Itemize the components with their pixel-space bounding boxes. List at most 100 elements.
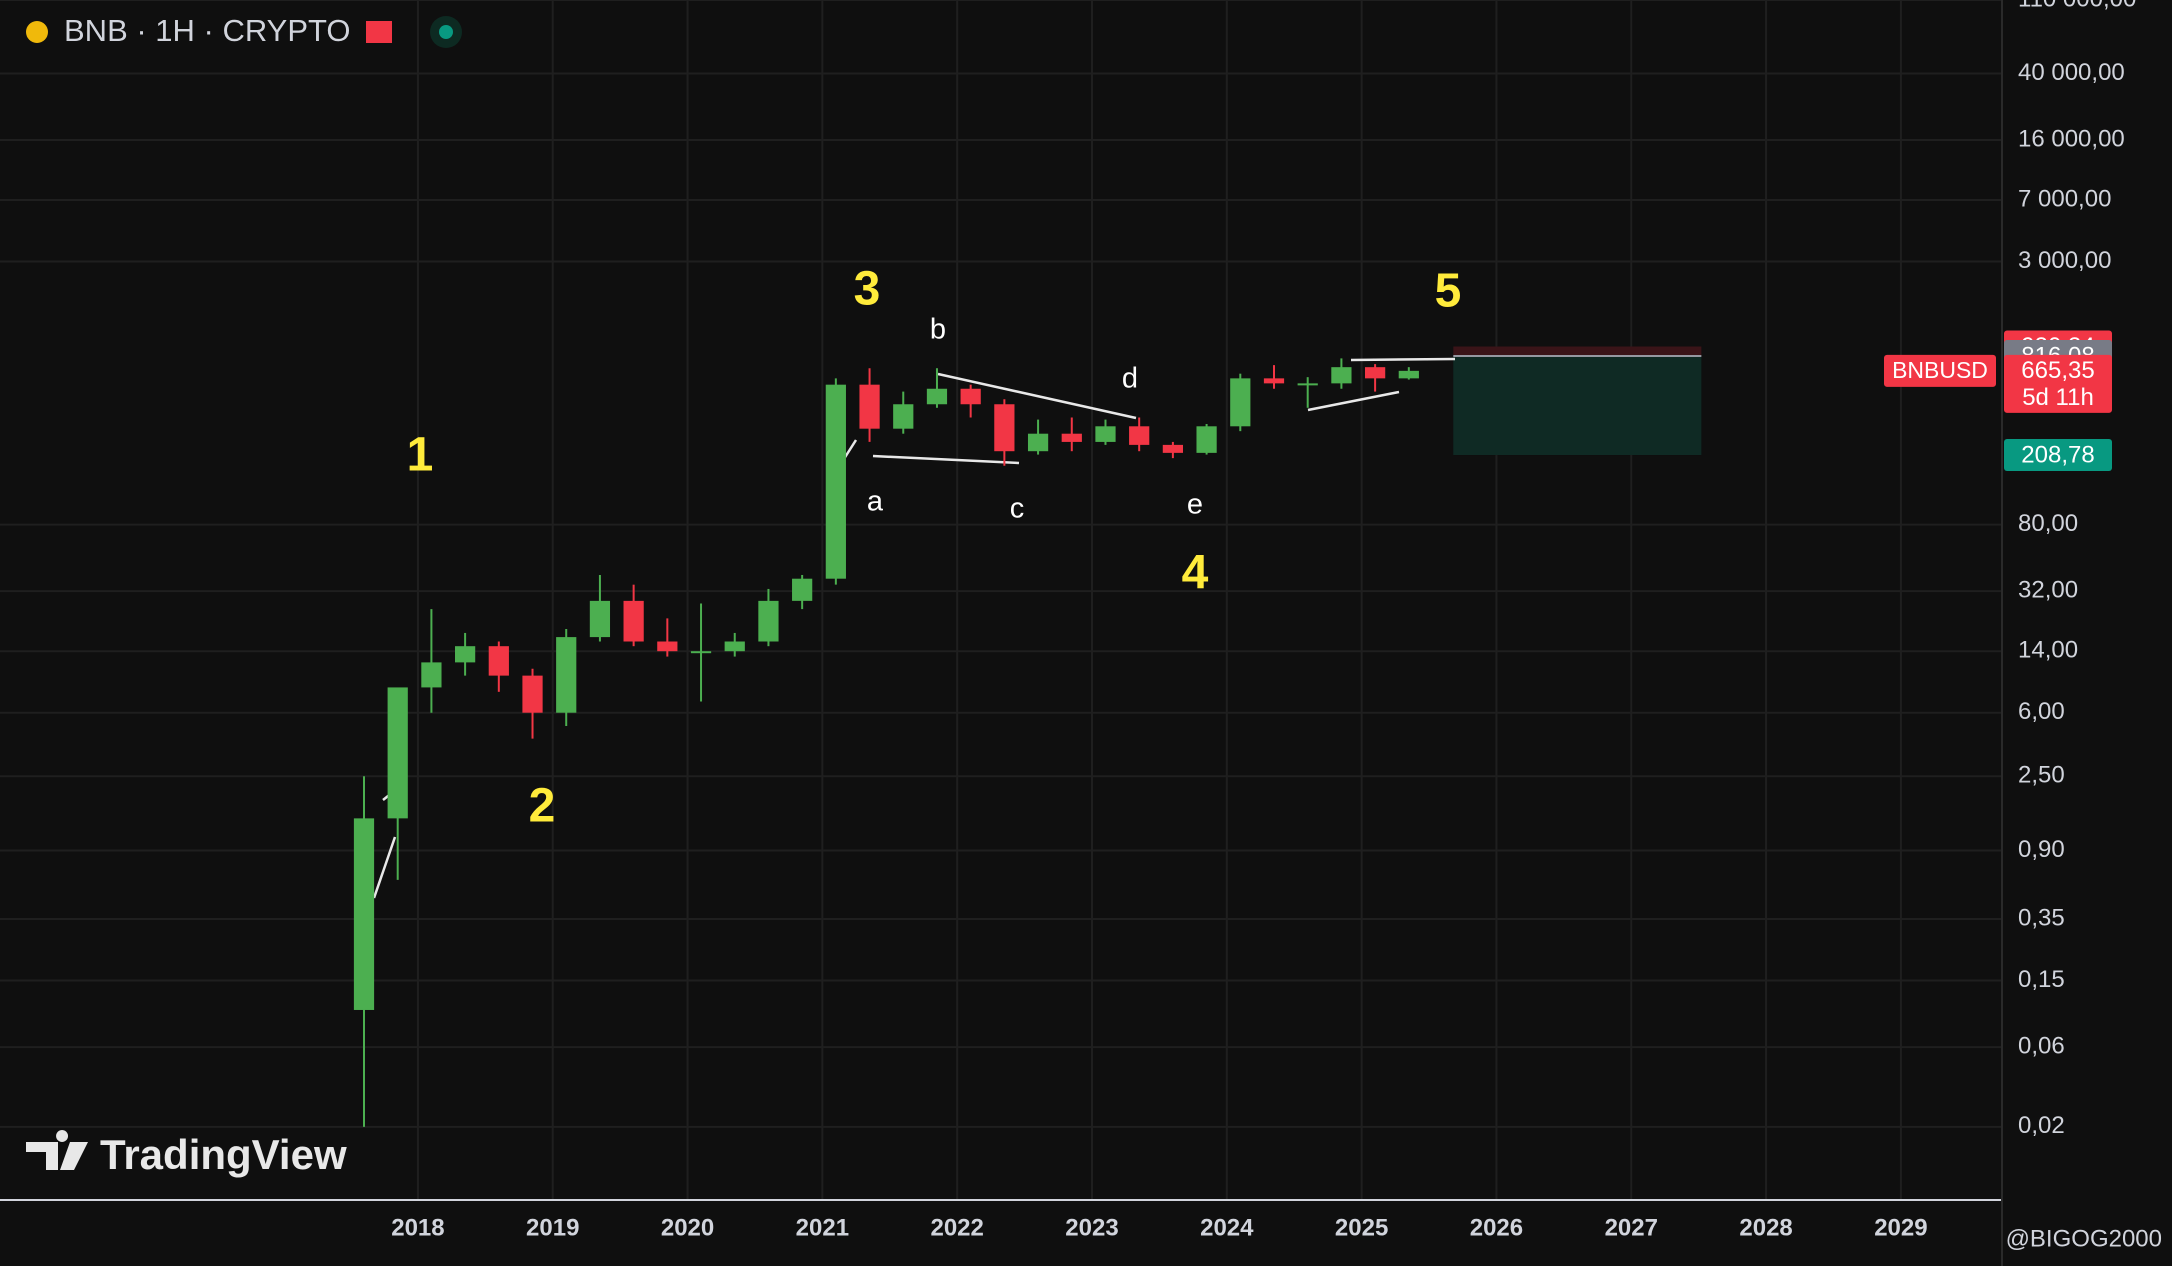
- price-label: 208,78: [2021, 441, 2094, 468]
- trendline: [1307, 390, 1400, 412]
- candle-body: [1027, 433, 1049, 452]
- y-tick-label: 14,00: [2018, 637, 2078, 664]
- candle-body: [623, 600, 644, 642]
- candle-body: [1331, 367, 1352, 384]
- x-tick-label: 2027: [1605, 1214, 1658, 1241]
- y-tick-label: 40 000,00: [2018, 59, 2125, 86]
- x-tick-label: 2021: [796, 1214, 849, 1241]
- candle-body: [960, 388, 981, 405]
- symbol-box: [1884, 354, 1996, 387]
- candle-body: [859, 384, 880, 429]
- candle-body: [926, 388, 948, 405]
- x-tick-label: 2029: [1874, 1214, 1927, 1241]
- candles: [353, 358, 1419, 1127]
- y-tick-label: 0,06: [2018, 1032, 2065, 1059]
- position-tool: [1453, 346, 1702, 456]
- x-tick-label: 2022: [930, 1214, 983, 1241]
- status-dot: [439, 25, 453, 39]
- y-tick-label: 2,50: [2018, 762, 2065, 789]
- candle-body: [589, 600, 611, 638]
- price-label-box: [2004, 354, 2112, 413]
- watermark-group: TradingView: [26, 1130, 347, 1178]
- candle-body: [1196, 426, 1217, 453]
- y-tick-label: 32,00: [2018, 577, 2078, 604]
- wave-label: 3: [854, 263, 881, 316]
- candle-body: [657, 641, 678, 652]
- candle-body: [792, 578, 813, 601]
- flag-icon[interactable]: [366, 21, 392, 43]
- subwave-label: d: [1122, 363, 1138, 395]
- annotations: 1 2 3 4 5 a b c d e: [407, 263, 1462, 833]
- candle-body: [994, 404, 1015, 452]
- y-tick-label: 110 000,00: [2018, 0, 2136, 12]
- x-tick-label: 2019: [526, 1214, 579, 1241]
- subwave-label: c: [1010, 493, 1025, 525]
- stop-zone: [1453, 346, 1702, 357]
- target-zone: [1453, 356, 1702, 456]
- candle-body: [724, 641, 745, 652]
- candle-body: [1095, 426, 1116, 442]
- wave-label: 2: [529, 780, 556, 833]
- candle-body: [421, 662, 442, 688]
- logo: [26, 1130, 88, 1170]
- grid: 110 000,00 40 000,00 16 000,00 7 000,00 3 00…: [0, 0, 2136, 1241]
- price-label-box: [2004, 439, 2112, 472]
- subwave-label: e: [1187, 489, 1203, 521]
- wave-label: 5: [1435, 265, 1462, 318]
- candle-body: [825, 384, 846, 579]
- header: BNB · 1H · CRYPTO: [26, 13, 462, 48]
- candle-body: [1398, 370, 1419, 379]
- y-tick-label: 6,00: [2018, 698, 2065, 725]
- trendline: [937, 372, 1137, 420]
- candle-body: [1365, 367, 1386, 379]
- trendline: [872, 454, 1020, 465]
- x-tick-label: 2026: [1470, 1214, 1523, 1241]
- candle-body: [387, 687, 408, 819]
- trendline: [1350, 357, 1456, 362]
- candle-body: [1061, 433, 1082, 442]
- trendline: [372, 836, 397, 899]
- candle-body: [522, 675, 543, 713]
- x-tick-label: 2020: [661, 1214, 714, 1241]
- price-label: 665,35: [2021, 357, 2094, 384]
- candle-body: [1129, 426, 1150, 445]
- wave-label: 4: [1182, 547, 1209, 600]
- coin-icon: [26, 21, 48, 43]
- symbol-title: BNB · 1H · CRYPTO: [64, 13, 351, 48]
- candle-body: [690, 651, 712, 654]
- x-tick-label: 2025: [1335, 1214, 1388, 1241]
- y-tick-label: 80,00: [2018, 510, 2078, 537]
- y-tick-label: 3 000,00: [2018, 247, 2111, 274]
- subwave-label: b: [930, 314, 946, 346]
- author: @BIGOG2000: [2006, 1225, 2162, 1252]
- candle-body: [893, 404, 914, 429]
- y-tick-label: 0,90: [2018, 836, 2065, 863]
- x-tick-label: 2028: [1739, 1214, 1792, 1241]
- wave-label: 1: [407, 429, 434, 482]
- candle-body: [353, 818, 375, 1010]
- candle-body: [455, 646, 476, 663]
- candle-body: [1162, 444, 1183, 453]
- y-tick-label: 0,35: [2018, 904, 2065, 931]
- y-tick-label: 16 000,00: [2018, 125, 2125, 152]
- candle-body: [488, 646, 509, 676]
- candle-body: [1230, 378, 1251, 427]
- y-tick-label: 0,02: [2018, 1112, 2065, 1139]
- candle-body: [758, 600, 779, 642]
- x-tick-label: 2018: [391, 1214, 444, 1241]
- x-tick-label: 2023: [1065, 1214, 1118, 1241]
- candle-body: [1263, 378, 1285, 384]
- candle-body: [556, 637, 577, 713]
- watermark: TradingView: [100, 1131, 347, 1178]
- subwave-label: a: [867, 486, 884, 518]
- y-tick-label: 7 000,00: [2018, 185, 2111, 212]
- y-tick-label: 0,15: [2018, 966, 2065, 993]
- x-tick-label: 2024: [1200, 1214, 1254, 1241]
- symbol-label: BNBUSD: [1892, 357, 1988, 383]
- candle-body: [1297, 383, 1318, 386]
- countdown: 5d 11h: [2022, 384, 2094, 411]
